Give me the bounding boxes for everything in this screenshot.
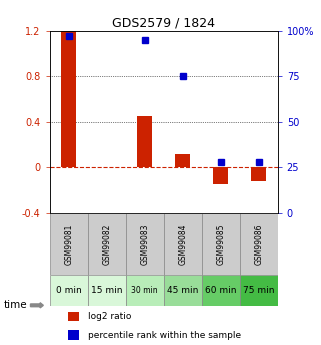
Title: GDS2579 / 1824: GDS2579 / 1824 [112,17,215,30]
Text: percentile rank within the sample: percentile rank within the sample [89,331,242,340]
Text: 45 min: 45 min [167,286,198,295]
Text: GSM99083: GSM99083 [140,223,149,265]
Bar [88,275,126,306]
Text: 0 min: 0 min [56,286,82,295]
Bar [202,275,240,306]
Bar [213,167,228,184]
Bar [202,213,240,275]
Text: 30 min: 30 min [131,286,158,295]
Bar [50,213,88,275]
Bar [61,31,76,167]
Bar [240,213,278,275]
Bar [137,116,152,167]
Bar [50,275,88,306]
Bar [88,213,126,275]
Bar [240,275,278,306]
Text: GSM99085: GSM99085 [216,223,225,265]
Text: 75 min: 75 min [243,286,274,295]
Bar [164,275,202,306]
Bar [68,331,79,339]
Text: GSM99082: GSM99082 [102,223,111,265]
Text: log2 ratio: log2 ratio [89,312,132,321]
Bar [126,213,164,275]
Text: GSM99084: GSM99084 [178,223,187,265]
Bar [126,275,164,306]
Text: time: time [3,300,27,310]
Bar [68,312,79,321]
Bar [164,213,202,275]
Text: 60 min: 60 min [205,286,237,295]
Bar [251,167,266,181]
Text: GSM99086: GSM99086 [254,223,263,265]
Bar [175,154,190,167]
Text: 15 min: 15 min [91,286,123,295]
Text: GSM99081: GSM99081 [64,223,73,265]
